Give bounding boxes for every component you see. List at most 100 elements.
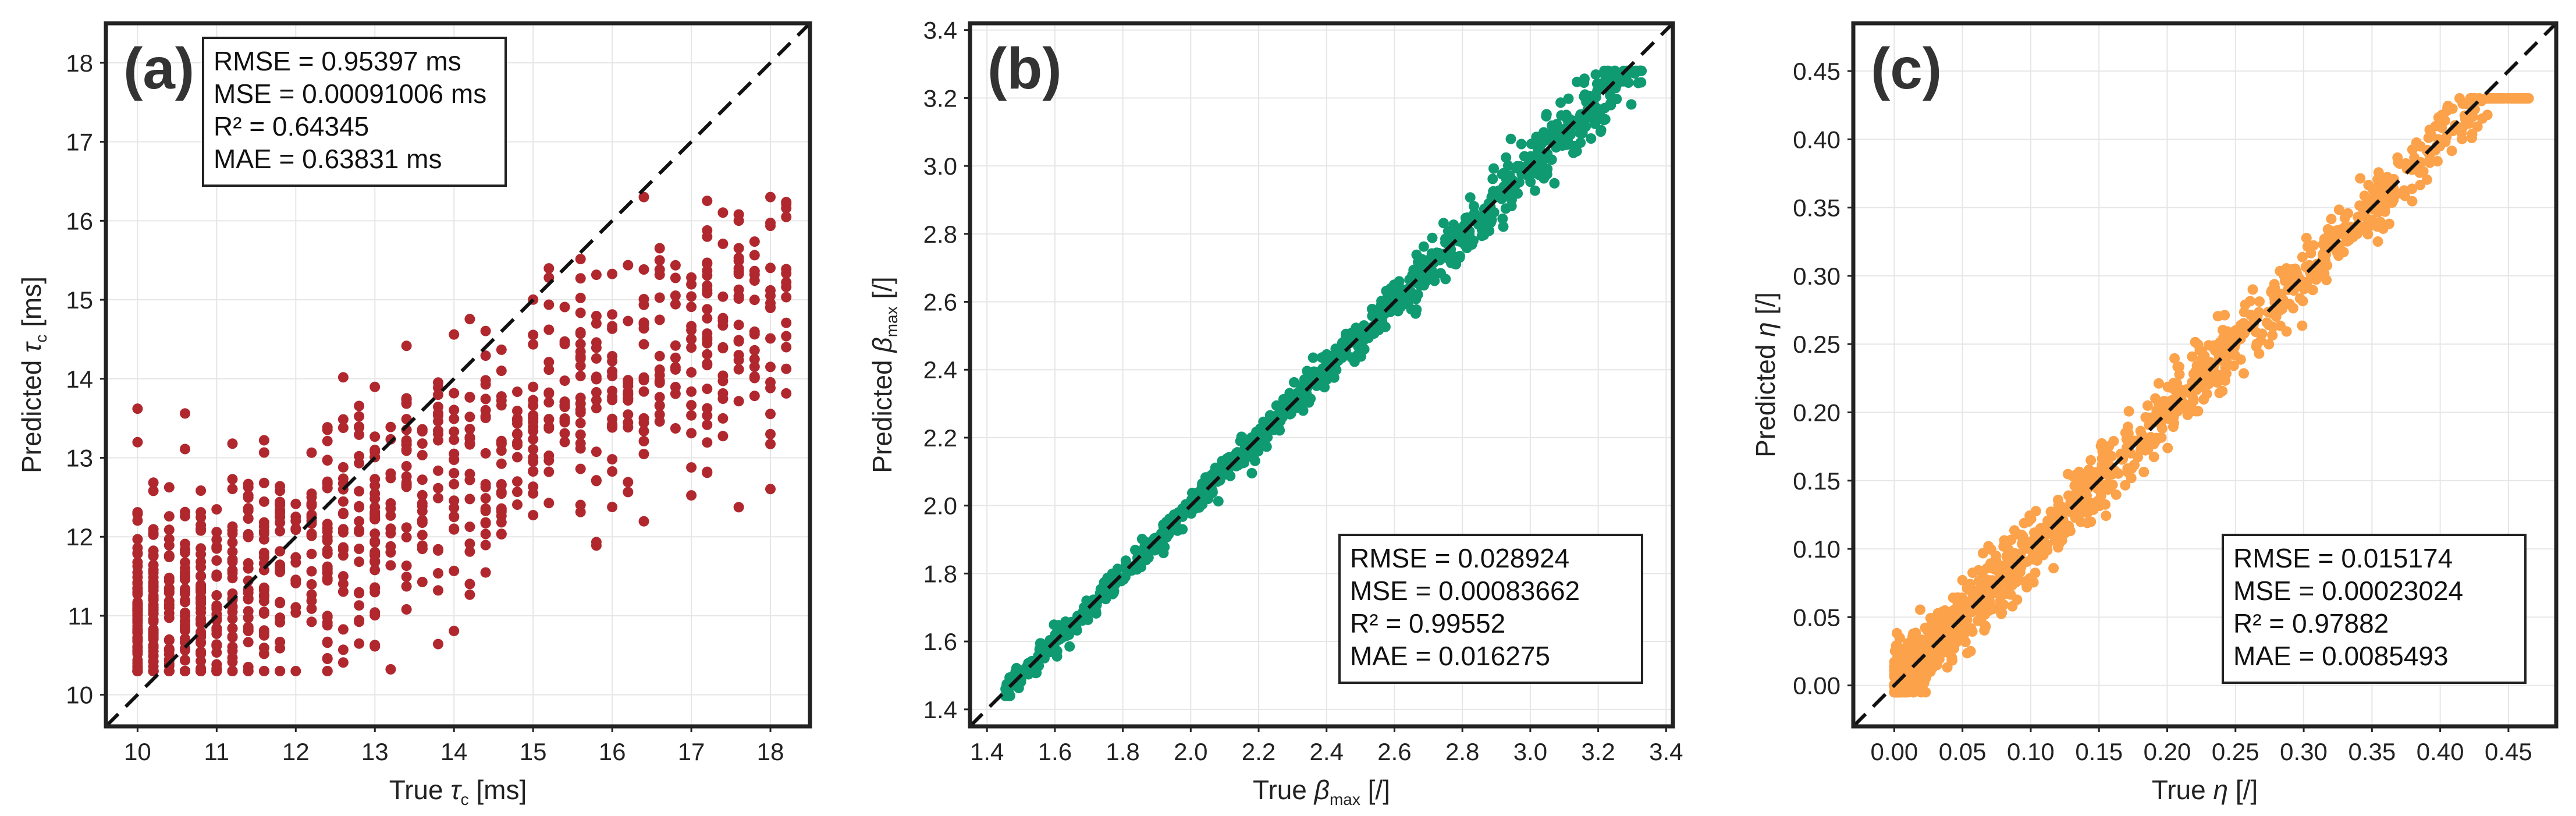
scatter-point [164,576,175,587]
x-tick-label: 3.2 [1581,738,1615,765]
scatter-point [243,587,254,598]
scatter-point [1499,190,1510,201]
scatter-point [369,446,381,457]
scatter-point [512,415,523,426]
stats-line: MAE = 0.63831 ms [214,144,442,174]
scatter-point [164,666,175,676]
scatter-point [543,423,555,434]
scatter-point [717,313,729,324]
scatter-point [1958,630,1969,641]
stats-line: R² = 0.99552 [1350,608,1505,638]
scatter-point [243,528,254,540]
scatter-point [765,191,776,203]
scatter-point [638,436,649,446]
scatter-point [417,450,428,460]
scatter-point [2122,463,2133,474]
scatter-point [449,565,460,576]
scatter-point [717,238,729,249]
y-tick-label: 15 [66,286,93,314]
scatter-point [1602,65,1613,76]
scatter-point [702,332,713,343]
scatter-point [164,612,175,623]
scatter-point [702,304,713,315]
scatter-point [749,361,760,372]
y-tick-label: 0.45 [1793,58,1840,85]
scatter-point [1060,616,1071,627]
scatter-point [654,400,665,411]
scatter-point [243,558,254,569]
scatter-point [1541,169,1552,180]
scatter-point [433,465,443,476]
scatter-point [449,626,460,637]
scatter-point [322,523,333,534]
scatter-point [749,269,760,280]
scatter-point [417,424,428,435]
scatter-point [591,353,602,364]
scatter-point [227,546,238,557]
scatter-point [243,478,254,489]
y-tick-label: 3.4 [923,17,957,44]
scatter-point [148,577,159,588]
scatter-point [623,315,634,327]
x-tick-label: 13 [361,738,389,765]
scatter-point [2121,434,2132,445]
scatter-point [1488,163,1499,174]
scatter-point [464,424,475,435]
scatter-point [354,411,365,422]
axes-frame [968,21,1675,729]
x-tick-label: 2.2 [1242,738,1275,765]
scatter-point [654,375,665,386]
scatter-point [1988,604,1999,614]
scatter-point [2140,412,2151,423]
scatter-point [1004,672,1015,683]
scatter-point [2115,448,2126,459]
scatter-point [164,524,175,535]
scatter-point [781,282,792,292]
scatter-point [449,329,460,340]
scatter-point [369,537,381,548]
x-tick-label: 0.10 [2007,738,2055,765]
scatter-point [717,375,729,386]
scatter-point [1516,139,1527,150]
scatter-point [1143,552,1154,563]
scatter-point [765,428,776,439]
scatter-point [2190,336,2201,347]
scatter-point [385,510,396,521]
scatter-point [2162,442,2173,453]
scatter-point [464,314,475,325]
scatter-point [480,350,491,361]
scatter-point [148,529,159,540]
scatter-point [702,358,713,369]
scatter-point [401,560,412,572]
scatter-point [132,560,143,572]
scatter-point [464,546,475,557]
scatter-point [2281,326,2292,337]
scatter-point [2343,235,2354,246]
scatter-point [686,462,697,473]
scatter-point [1539,154,1550,165]
scatter-point [227,474,238,485]
scatter-point [1064,641,1075,652]
scatter-point [496,344,507,355]
scatter-point [196,592,207,603]
scatter-point [733,268,744,279]
scatter-point [1319,382,1330,393]
scatter-point [2430,120,2441,132]
scatter-point [702,419,713,430]
scatter-panel-1: 10 11 12 13 14 15 16 17 18 10 11 12 13 14 15 16 17 18 True… [16,21,812,808]
scatter-point [2205,372,2216,384]
scatter-point [528,329,539,340]
scatter-point [686,490,697,501]
scatter-point [148,614,159,625]
scatter-point [2472,121,2483,132]
scatter-point [1892,661,1903,672]
scatter-point [401,581,412,592]
scatter-point [559,400,570,411]
x-tick-label: 11 [204,738,230,765]
scatter-point [148,550,159,560]
scatter-point [1541,111,1552,122]
scatter-point [512,406,523,416]
scatter-point [148,624,159,635]
scatter-point [702,280,713,291]
scatter-point [2153,378,2164,389]
